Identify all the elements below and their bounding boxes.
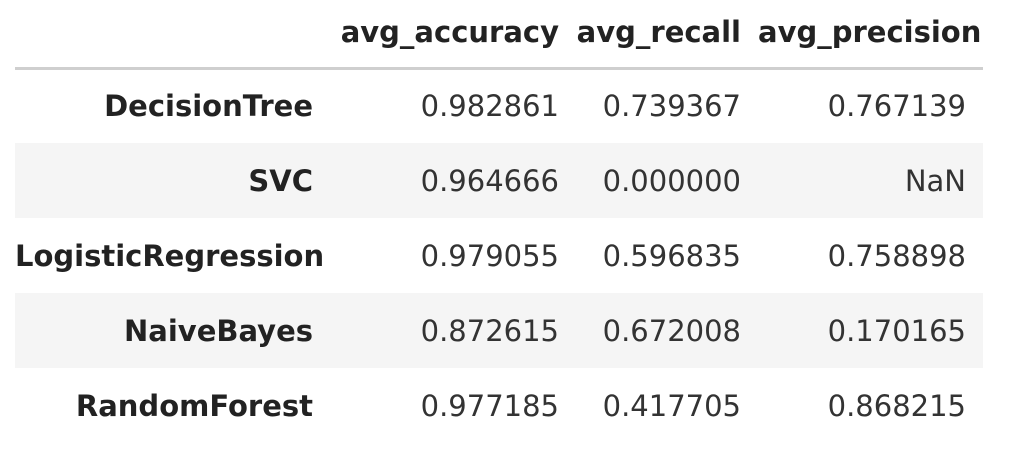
header-row: avg_accuracy avg_recall avg_precision <box>15 0 983 70</box>
row-label: SVC <box>248 163 313 198</box>
column-header-avg-accuracy: avg_accuracy <box>330 0 576 70</box>
table-row: DecisionTree 0.982861 0.739367 0.767139 <box>15 68 983 143</box>
cell-avg-accuracy: 0.979055 <box>420 238 559 273</box>
cell-avg-precision: 0.758898 <box>827 238 966 273</box>
column-header-avg-recall: avg_recall <box>576 0 758 70</box>
row-label: LogisticRegression <box>15 238 325 273</box>
cell-avg-precision: NaN <box>904 163 966 198</box>
cell-avg-precision: 0.767139 <box>827 89 966 124</box>
cell-avg-accuracy: 0.982861 <box>420 89 559 124</box>
cell-avg-precision: 0.170165 <box>827 313 966 348</box>
cell-avg-accuracy: 0.964666 <box>420 163 559 198</box>
cell-avg-precision: 0.868215 <box>827 388 966 423</box>
table-row: LogisticRegression 0.979055 0.596835 0.7… <box>15 218 983 293</box>
cell-avg-recall: 0.739367 <box>602 89 741 124</box>
cell-avg-accuracy: 0.872615 <box>420 313 559 348</box>
cell-avg-recall: 0.000000 <box>602 163 741 198</box>
cell-avg-recall: 0.417705 <box>602 388 741 423</box>
table-row: RandomForest 0.977185 0.417705 0.868215 <box>15 368 983 443</box>
row-label: RandomForest <box>75 388 313 423</box>
table-row: SVC 0.964666 0.000000 NaN <box>15 143 983 218</box>
cell-avg-recall: 0.672008 <box>602 313 741 348</box>
table-row: NaiveBayes 0.872615 0.672008 0.170165 <box>15 293 983 368</box>
cell-avg-accuracy: 0.977185 <box>420 388 559 423</box>
cell-avg-recall: 0.596835 <box>602 238 741 273</box>
row-label: DecisionTree <box>104 89 313 124</box>
table-body: DecisionTree 0.982861 0.739367 0.767139 … <box>15 68 983 443</box>
index-header <box>15 0 330 70</box>
results-table: avg_accuracy avg_recall avg_precision De… <box>15 0 983 443</box>
table-header: avg_accuracy avg_recall avg_precision <box>15 0 983 70</box>
row-label: NaiveBayes <box>124 313 313 348</box>
column-header-avg-precision: avg_precision <box>758 0 983 70</box>
